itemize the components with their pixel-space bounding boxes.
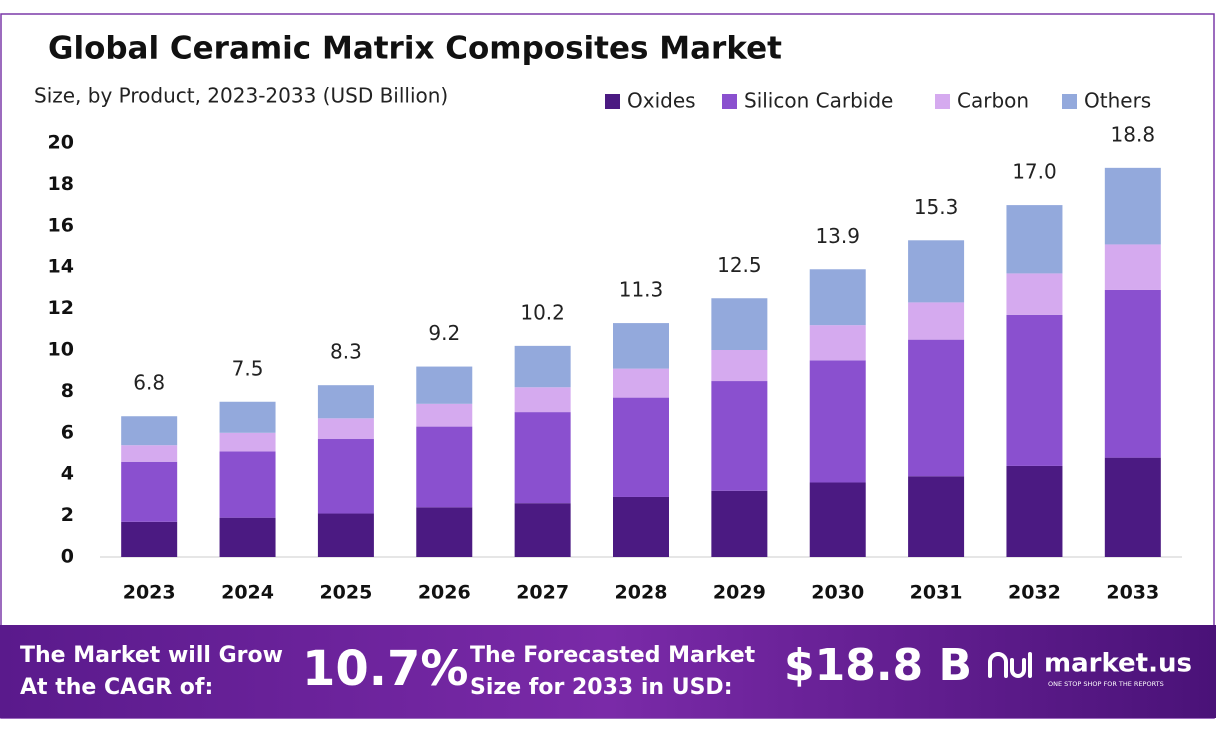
total-label: 10.2 <box>520 300 565 324</box>
footer-band <box>0 625 1216 718</box>
legend-swatch <box>1062 94 1077 109</box>
footer-text: The Forecasted Market <box>470 643 756 668</box>
x-tick-label: 2027 <box>516 582 569 604</box>
y-tick-label: 4 <box>61 463 74 485</box>
bar-segment <box>121 461 178 522</box>
bar-segment <box>711 350 768 382</box>
bar-segment <box>908 240 965 303</box>
total-label: 11.3 <box>619 278 664 302</box>
bar-segment <box>809 269 866 326</box>
bar-segment <box>711 298 768 350</box>
bar-segment <box>416 507 473 557</box>
bar-segment <box>711 490 768 557</box>
bar-segment <box>1006 314 1063 466</box>
bar-segment <box>1104 289 1161 458</box>
bar-segment <box>317 439 374 514</box>
x-tick-label: 2032 <box>1008 582 1061 604</box>
bar-segment <box>711 381 768 491</box>
bar-segment <box>1006 205 1063 274</box>
total-label: 6.8 <box>133 371 165 395</box>
bar-segment <box>613 368 669 398</box>
bar-segment <box>613 496 669 557</box>
x-tick-label: 2023 <box>123 582 176 604</box>
legend-swatch <box>722 94 737 109</box>
bar-segment <box>809 360 866 483</box>
bar-segment <box>219 451 276 518</box>
x-tick-label: 2024 <box>221 582 274 604</box>
y-tick-label: 0 <box>61 546 74 568</box>
y-tick-label: 8 <box>61 380 74 402</box>
forecast-value: $18.8 B <box>784 640 972 691</box>
y-tick-label: 10 <box>48 339 74 361</box>
total-label: 18.8 <box>1111 122 1156 146</box>
footer-text: The Market will Grow <box>20 643 283 668</box>
bar-segment <box>219 517 276 557</box>
bar-segment <box>514 387 571 413</box>
brand-name: market.us <box>1044 649 1192 679</box>
bar-segment <box>416 426 473 508</box>
y-tick-label: 20 <box>48 132 74 154</box>
y-tick-label: 18 <box>48 173 74 195</box>
bar-segment <box>613 397 669 497</box>
x-tick-label: 2030 <box>811 582 864 604</box>
legend-label: Carbon <box>957 89 1029 113</box>
legend-swatch <box>605 94 620 109</box>
bar-segment <box>908 339 965 477</box>
y-tick-label: 6 <box>61 421 74 443</box>
bar-segment <box>317 418 374 440</box>
cagr-value: 10.7% <box>302 641 469 697</box>
bar-segment <box>809 482 866 557</box>
y-tick-label: 12 <box>48 297 74 319</box>
total-label: 8.3 <box>330 340 362 364</box>
x-tick-label: 2033 <box>1106 582 1159 604</box>
bar-segment <box>908 302 965 340</box>
x-tick-label: 2029 <box>713 582 766 604</box>
bar-segment <box>514 412 571 504</box>
legend-label: Oxides <box>627 89 696 113</box>
x-tick-label: 2031 <box>910 582 963 604</box>
footer-text: Size for 2033 in USD: <box>470 675 733 700</box>
legend-label: Others <box>1084 89 1151 113</box>
total-label: 9.2 <box>428 321 460 345</box>
bar-segment <box>1104 244 1161 290</box>
brand-logo <box>988 652 1032 678</box>
y-tick-label: 14 <box>48 256 74 278</box>
bar-segment <box>317 385 374 419</box>
chart-subtitle: Size, by Product, 2023-2033 (USD Billion… <box>34 84 448 108</box>
total-label: 12.5 <box>717 253 762 277</box>
x-tick-label: 2026 <box>418 582 471 604</box>
bar-segment <box>613 323 669 369</box>
bar-segment <box>809 325 866 361</box>
bar-segment <box>317 513 374 557</box>
bar-segment <box>1006 465 1063 557</box>
bar-segment <box>908 476 965 557</box>
x-tick-label: 2025 <box>319 582 372 604</box>
bar-segment <box>514 503 571 557</box>
bar-segment <box>1006 273 1063 315</box>
bar-segment <box>121 445 178 462</box>
total-label: 17.0 <box>1012 160 1057 184</box>
y-tick-label: 2 <box>61 504 74 526</box>
bar-segment <box>1104 167 1161 245</box>
y-tick-label: 16 <box>48 214 74 236</box>
total-label: 7.5 <box>232 356 264 380</box>
bar-segment <box>121 416 178 446</box>
legend-swatch <box>935 94 950 109</box>
brand-tagline: ONE STOP SHOP FOR THE REPORTS <box>1048 680 1164 688</box>
chart-title: Global Ceramic Matrix Composites Market <box>48 31 782 67</box>
legend: Oxides Silicon Carbide Carbon Others <box>605 89 1151 113</box>
bar-segment <box>416 403 473 427</box>
x-tick-label: 2028 <box>615 582 668 604</box>
legend-label: Silicon Carbide <box>744 89 893 113</box>
total-label: 15.3 <box>914 195 959 219</box>
total-label: 13.9 <box>815 224 860 248</box>
bar-segment <box>219 432 276 452</box>
bar-segment <box>514 345 571 388</box>
bar-segment <box>416 366 473 404</box>
bar-segment <box>1104 457 1161 557</box>
bar-segment <box>121 521 178 557</box>
bar-segment <box>219 401 276 433</box>
footer-text: At the CAGR of: <box>20 675 213 700</box>
